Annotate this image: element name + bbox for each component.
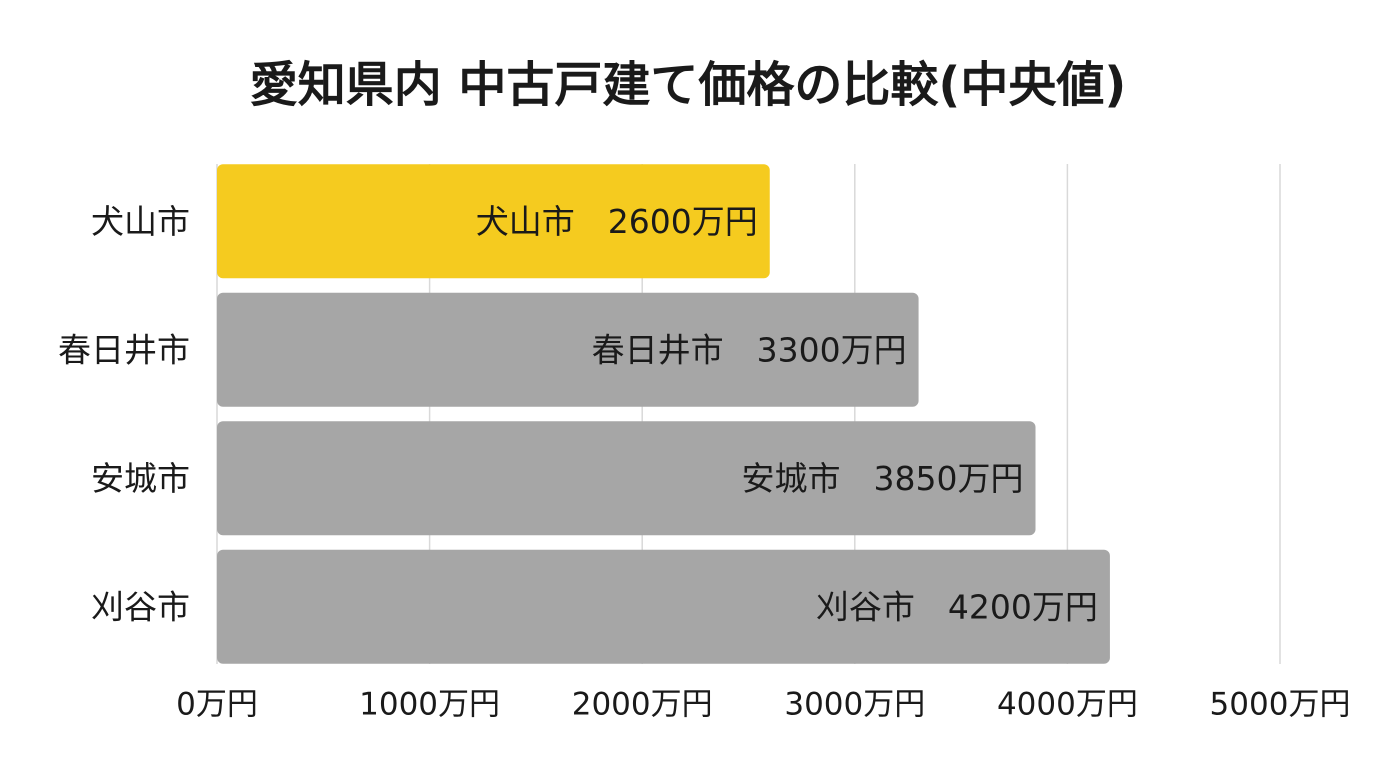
x-tick-label: 3000万円 [784, 687, 925, 723]
value-label: 安城市 3850万円 [742, 459, 1024, 498]
bar [217, 292, 919, 407]
x-tick-label: 2000万円 [572, 687, 713, 723]
y-tick-label: 刈谷市 [91, 587, 190, 626]
y-tick-label: 犬山市 [91, 202, 190, 241]
y-tick-label: 春日井市 [58, 330, 190, 369]
x-tick-label: 4000万円 [997, 687, 1138, 723]
bar [217, 421, 1036, 536]
x-tick-label: 1000万円 [359, 687, 500, 723]
chart-title: 愛知県内 中古戸建て価格の比較(中央値) [250, 57, 1127, 113]
value-label: 犬山市 2600万円 [476, 202, 758, 241]
x-tick-label: 0万円 [176, 687, 258, 723]
value-label: 刈谷市 4200万円 [816, 587, 1098, 626]
value-label: 春日井市 3300万円 [592, 330, 907, 369]
bar [217, 549, 1110, 664]
x-tick-label: 5000万円 [1210, 687, 1351, 723]
bar [217, 164, 770, 279]
y-tick-label: 安城市 [91, 459, 190, 498]
